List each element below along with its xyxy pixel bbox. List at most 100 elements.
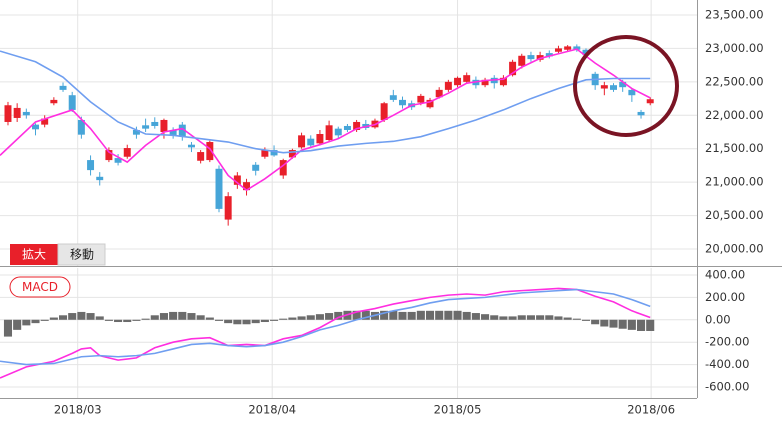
histogram-bar [187, 313, 196, 320]
candle-body [573, 46, 581, 50]
candle-body [32, 124, 39, 130]
histogram-bar [618, 319, 627, 329]
candle-body [270, 150, 278, 156]
candle-body [509, 61, 517, 76]
histogram-bar [471, 313, 480, 320]
candle-body [389, 95, 397, 100]
histogram-bar [444, 310, 453, 320]
histogram-bar [233, 319, 242, 325]
y-tick-label: 400.00 [705, 267, 745, 281]
y-tick-label: 23,500.00 [705, 7, 764, 21]
histogram-bar [251, 319, 260, 324]
candle-body [59, 85, 67, 90]
candle-body [353, 121, 361, 130]
candle-body [132, 129, 140, 135]
x-tick-label: 2018/03 [54, 403, 102, 417]
candle-body [582, 49, 590, 56]
candle-body [123, 148, 131, 157]
candle-body [105, 150, 113, 161]
candle-body [13, 107, 21, 118]
candle-body [554, 48, 562, 52]
candle-body [261, 150, 269, 157]
histogram-bar [214, 319, 224, 321]
y-tick-label: 20,000.00 [705, 242, 764, 256]
histogram-bar [196, 315, 205, 320]
candle-body [463, 75, 471, 82]
candle-body [206, 142, 214, 161]
histogram-bar [435, 310, 444, 320]
y-tick-label: 20,500.00 [705, 208, 764, 222]
highlight-circle [573, 35, 679, 137]
histogram-bar [260, 319, 269, 323]
histogram-bar [95, 316, 104, 320]
candle-body [527, 55, 535, 60]
histogram-bar [581, 319, 591, 321]
candle-body [178, 124, 186, 137]
button-label[interactable]: 拡大 [22, 248, 46, 262]
histogram-bar [380, 310, 389, 320]
x-tick-label: 2018/05 [434, 403, 482, 417]
histogram-bar [600, 319, 609, 327]
candle-body [4, 105, 12, 122]
histogram-bar [150, 315, 159, 320]
histogram-bar [352, 310, 361, 320]
x-tick-label: 2018/04 [248, 403, 296, 417]
candle-body [114, 158, 122, 163]
histogram-bar [508, 316, 517, 320]
candle-body [619, 81, 627, 88]
candle-body [444, 81, 452, 90]
line-series [0, 50, 651, 154]
histogram-bar [58, 315, 68, 320]
candle-body [68, 95, 76, 110]
histogram-bar [13, 319, 22, 330]
candle-body [545, 53, 553, 57]
y-tick-label: -600.00 [705, 380, 749, 394]
histogram-bar [536, 315, 545, 320]
histogram-bar [288, 317, 297, 320]
y-tick-label: -200.00 [705, 335, 749, 349]
candle-body [646, 99, 654, 104]
candle-body [50, 99, 58, 104]
move-button[interactable] [57, 243, 106, 266]
candle-body [298, 135, 306, 148]
histogram-bar [389, 310, 398, 320]
y-tick-label: 200.00 [705, 290, 745, 304]
button-label[interactable]: 移動 [70, 248, 94, 262]
histogram-bar [297, 316, 306, 320]
candle-body [160, 119, 168, 132]
candle-body [151, 121, 159, 126]
candle-body [307, 138, 315, 146]
histogram-bar [141, 318, 150, 320]
histogram-bar [453, 310, 462, 320]
candle-body [169, 129, 177, 136]
candle-body [454, 77, 462, 86]
histogram-bar [104, 319, 113, 321]
candle-body [325, 125, 333, 141]
candle-body [481, 79, 489, 86]
y-tick-label: 22,000.00 [705, 108, 764, 122]
histogram-bar [554, 316, 563, 320]
line-series [0, 48, 651, 192]
candle-body [426, 99, 434, 108]
histogram-bar [279, 318, 288, 320]
indicator-label-box [9, 276, 71, 298]
histogram-bar [159, 313, 168, 320]
histogram-bar [545, 315, 554, 320]
candle-body [628, 89, 636, 96]
candle-body [316, 134, 324, 144]
histogram-bar [490, 315, 499, 320]
candle-body [610, 85, 617, 90]
histogram-bar [40, 319, 49, 321]
candle-body [142, 125, 150, 129]
zoom-button[interactable] [10, 244, 58, 265]
candle-body [343, 125, 351, 130]
candle-body [435, 89, 443, 98]
histogram-bar [481, 314, 490, 320]
y-tick-label: 21,000.00 [705, 175, 764, 189]
histogram-bar [3, 319, 13, 337]
y-tick-label: -400.00 [705, 357, 749, 371]
candle-body [96, 176, 104, 181]
candle-body [41, 118, 49, 125]
